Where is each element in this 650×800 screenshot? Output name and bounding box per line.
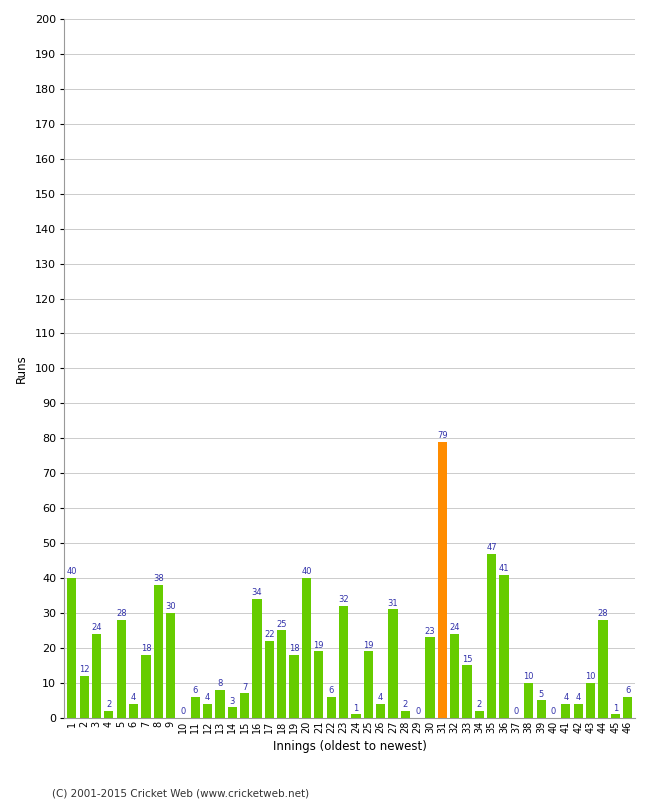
- Bar: [92, 634, 101, 718]
- Bar: [474, 710, 484, 718]
- Bar: [437, 442, 447, 718]
- Bar: [462, 666, 472, 718]
- Bar: [252, 599, 262, 718]
- Text: 31: 31: [387, 598, 398, 608]
- Text: 0: 0: [415, 707, 421, 716]
- Text: 19: 19: [363, 641, 374, 650]
- Text: 4: 4: [378, 693, 384, 702]
- Text: 0: 0: [180, 707, 186, 716]
- Bar: [400, 710, 410, 718]
- Bar: [610, 714, 620, 718]
- Bar: [524, 683, 534, 718]
- Bar: [166, 613, 176, 718]
- Text: 10: 10: [523, 672, 534, 681]
- Text: 40: 40: [66, 567, 77, 576]
- Bar: [623, 697, 632, 718]
- Text: 3: 3: [229, 697, 235, 706]
- Text: 41: 41: [499, 564, 510, 573]
- Text: 4: 4: [563, 693, 569, 702]
- Text: 18: 18: [140, 644, 151, 653]
- Text: 24: 24: [449, 623, 460, 632]
- Bar: [376, 704, 385, 718]
- Bar: [573, 704, 583, 718]
- Bar: [79, 676, 89, 718]
- Text: 19: 19: [313, 641, 324, 650]
- Text: 4: 4: [575, 693, 581, 702]
- Bar: [129, 704, 138, 718]
- Bar: [277, 630, 287, 718]
- Text: 22: 22: [264, 630, 275, 639]
- Bar: [104, 710, 114, 718]
- Text: 79: 79: [437, 431, 448, 440]
- Text: 40: 40: [301, 567, 312, 576]
- Bar: [598, 620, 608, 718]
- Text: 15: 15: [462, 654, 473, 664]
- Text: 7: 7: [242, 682, 248, 691]
- Bar: [227, 707, 237, 718]
- Bar: [153, 585, 163, 718]
- Bar: [141, 655, 151, 718]
- Text: 1: 1: [612, 703, 618, 713]
- Text: 25: 25: [276, 620, 287, 629]
- Text: 34: 34: [252, 588, 263, 598]
- Text: 18: 18: [289, 644, 300, 653]
- Text: 1: 1: [353, 703, 359, 713]
- Text: 10: 10: [585, 672, 596, 681]
- X-axis label: Innings (oldest to newest): Innings (oldest to newest): [273, 740, 426, 753]
- Text: 38: 38: [153, 574, 164, 583]
- Bar: [586, 683, 595, 718]
- Text: 28: 28: [116, 610, 127, 618]
- Text: 6: 6: [328, 686, 334, 695]
- Text: (C) 2001-2015 Cricket Web (www.cricketweb.net): (C) 2001-2015 Cricket Web (www.cricketwe…: [52, 788, 309, 798]
- Text: 23: 23: [424, 626, 436, 636]
- Bar: [425, 638, 435, 718]
- Text: 2: 2: [402, 700, 408, 709]
- Text: 0: 0: [514, 707, 519, 716]
- Bar: [240, 694, 250, 718]
- Bar: [450, 634, 460, 718]
- Text: 30: 30: [165, 602, 176, 611]
- Text: 2: 2: [106, 700, 112, 709]
- Bar: [265, 641, 274, 718]
- Bar: [289, 655, 299, 718]
- Bar: [388, 610, 398, 718]
- Bar: [67, 578, 77, 718]
- Bar: [314, 651, 324, 718]
- Bar: [536, 700, 546, 718]
- Bar: [561, 704, 571, 718]
- Bar: [487, 554, 497, 718]
- Bar: [116, 620, 126, 718]
- Bar: [499, 574, 509, 718]
- Text: 12: 12: [79, 665, 90, 674]
- Bar: [326, 697, 336, 718]
- Text: 6: 6: [625, 686, 630, 695]
- Text: 5: 5: [538, 690, 544, 698]
- Text: 47: 47: [486, 543, 497, 552]
- Text: 4: 4: [131, 693, 136, 702]
- Bar: [190, 697, 200, 718]
- Bar: [351, 714, 361, 718]
- Text: 32: 32: [338, 595, 349, 604]
- Bar: [339, 606, 348, 718]
- Text: 8: 8: [217, 679, 223, 688]
- Text: 4: 4: [205, 693, 211, 702]
- Text: 2: 2: [476, 700, 482, 709]
- Text: 24: 24: [91, 623, 102, 632]
- Text: 6: 6: [192, 686, 198, 695]
- Bar: [302, 578, 311, 718]
- Bar: [215, 690, 225, 718]
- Text: 28: 28: [597, 610, 608, 618]
- Text: 0: 0: [551, 707, 556, 716]
- Y-axis label: Runs: Runs: [15, 354, 28, 382]
- Bar: [363, 651, 373, 718]
- Bar: [203, 704, 213, 718]
